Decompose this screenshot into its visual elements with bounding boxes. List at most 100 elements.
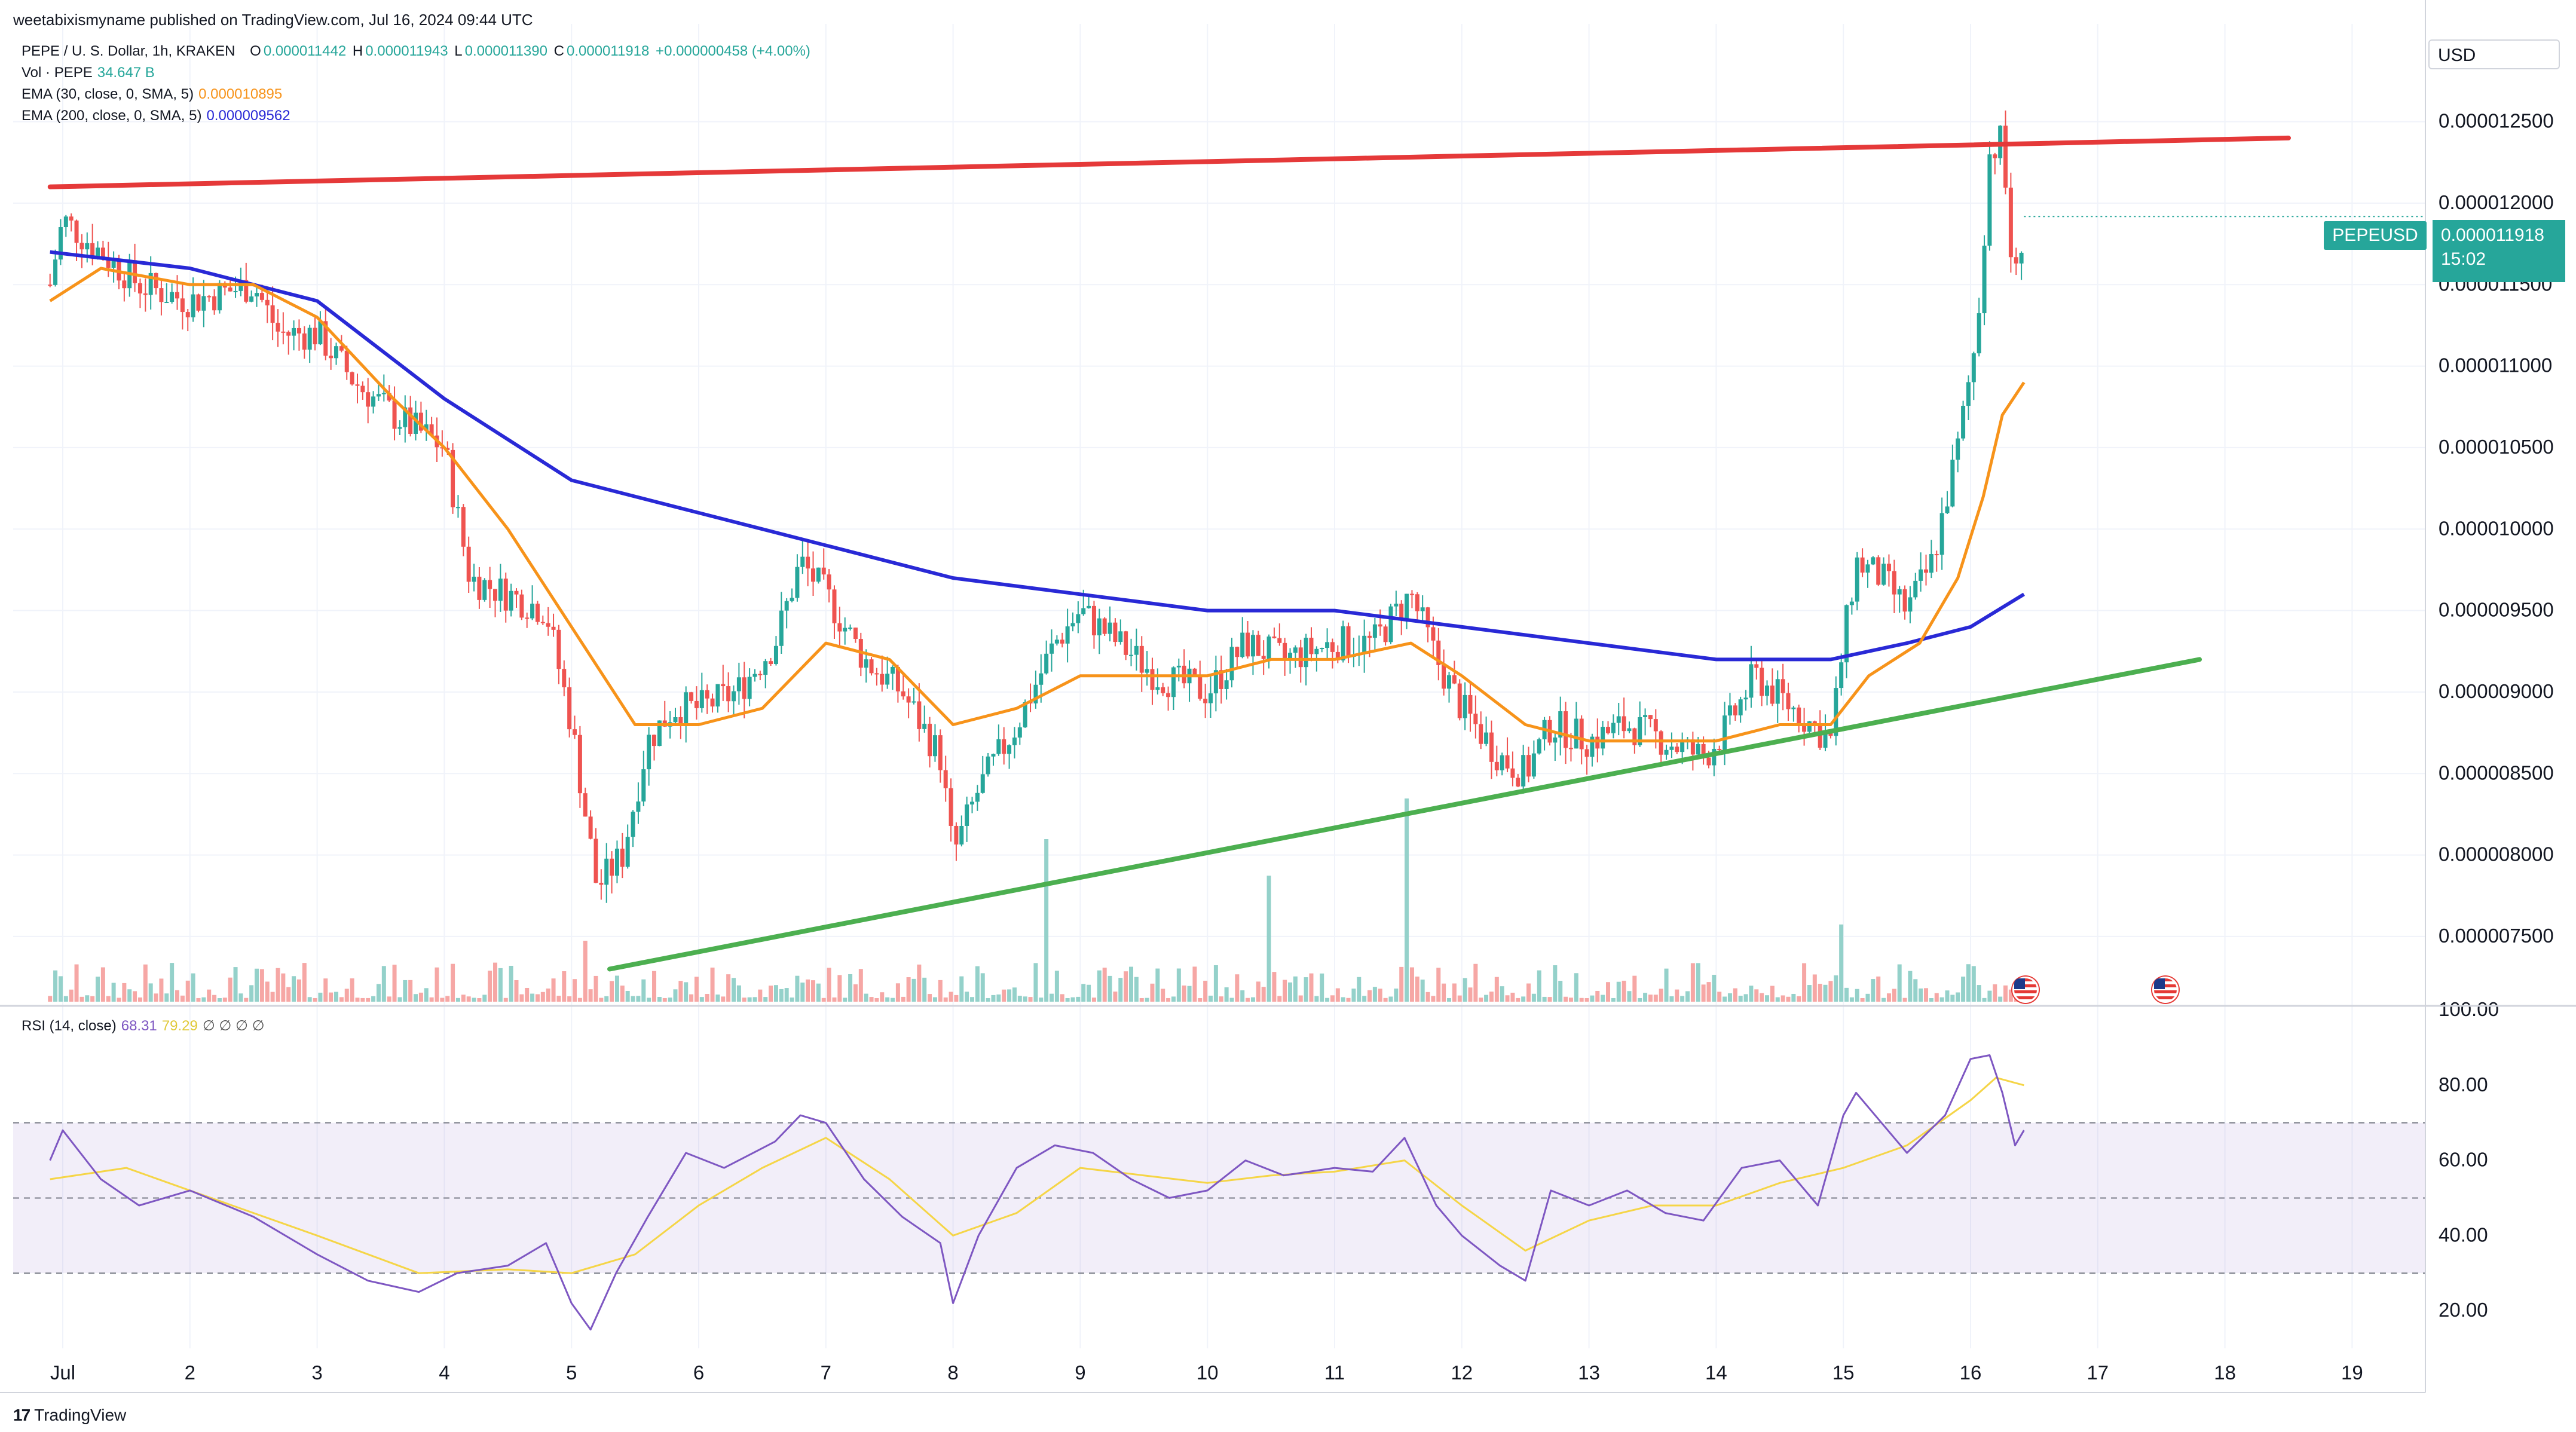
us-flag-icon[interactable] [2152, 977, 2179, 1003]
candle-up [1288, 653, 1293, 659]
candle-down [366, 392, 371, 407]
volume-bar [1908, 971, 1913, 1002]
volume-bar [1537, 970, 1541, 1002]
candle-up [684, 692, 689, 726]
volume-bar [445, 996, 450, 1002]
volume-bar [1288, 982, 1293, 1002]
legend-rsi[interactable]: RSI (14, close) 68.31 79.29 ∅ ∅ ∅ ∅ [22, 1017, 264, 1035]
candle-up [371, 396, 376, 407]
volume-bar [763, 997, 768, 1002]
legend-volume[interactable]: Vol · PEPE 34.647 B [22, 65, 155, 81]
candle-up [1145, 669, 1149, 673]
candle-up [1070, 623, 1075, 627]
candle-down [1659, 731, 1663, 755]
candle-up [307, 328, 312, 350]
candle-up [1372, 624, 1377, 638]
legend-pair[interactable]: PEPE / U. S. Dollar, 1h, KRAKEN [22, 43, 235, 59]
us-flag-icon[interactable] [2012, 977, 2039, 1003]
volume-bar [2014, 997, 2018, 1002]
candle-down [895, 666, 900, 691]
time-tick-label: 19 [2341, 1361, 2363, 1384]
volume-bar [1579, 997, 1584, 1002]
candle-down [296, 328, 301, 333]
volume-bar [556, 996, 561, 1002]
candle-up [1023, 702, 1027, 728]
legend-ema200[interactable]: EMA (200, close, 0, SMA, 5) 0.000009562 [22, 108, 290, 124]
candle-up [747, 677, 752, 699]
candle-down [1203, 699, 1208, 703]
candle-down [954, 825, 959, 844]
candle-up [1977, 313, 1981, 354]
volume-bar [1266, 876, 1271, 1002]
candle-down [519, 594, 524, 618]
candle-down [1993, 154, 1997, 158]
candle-up [784, 601, 789, 611]
candle-down [1828, 732, 1833, 736]
volume-bar [1733, 988, 1737, 1002]
candle-down [74, 221, 79, 243]
volume-bar [472, 997, 476, 1002]
volume-bar [265, 981, 270, 1002]
volume-bar [827, 968, 831, 1002]
candle-down [344, 350, 349, 372]
candle-up [779, 610, 784, 646]
currency-selector[interactable]: USD [2428, 39, 2560, 69]
volume-bar [922, 977, 927, 1002]
volume-bar [1325, 997, 1330, 1002]
rsi-label: RSI (14, close) [22, 1018, 117, 1034]
volume-bar [1685, 991, 1690, 1002]
candle-down [154, 273, 158, 289]
volume-bar [758, 989, 763, 1002]
candle-up [1341, 626, 1345, 660]
candle-up [1076, 614, 1081, 623]
volume-bar [503, 997, 508, 1002]
candle-up [1743, 697, 1748, 700]
candle-up [631, 812, 635, 837]
candle-up [1537, 739, 1541, 754]
candle-up [1118, 631, 1123, 642]
volume-bar [302, 963, 307, 1002]
candle-down [620, 848, 625, 867]
volume-bar [911, 978, 916, 1002]
volume-bar [1865, 993, 1870, 1002]
volume-bar [1547, 997, 1552, 1002]
volume-bar [344, 989, 349, 1002]
time-tick-label: 13 [1578, 1361, 1600, 1384]
candle-down [350, 372, 354, 385]
volume-bar [1489, 992, 1494, 1002]
tradingview-logo[interactable]: 17 TradingView [13, 1406, 126, 1425]
candle-up [1908, 597, 1913, 612]
volume-bar [1521, 996, 1526, 1002]
volume-bar [1314, 996, 1319, 1002]
candle-down [1717, 748, 1722, 750]
candle-up [1320, 648, 1324, 650]
candle-up [625, 837, 630, 867]
legend-ema30[interactable]: EMA (30, close, 0, SMA, 5) 0.000010895 [22, 86, 282, 103]
candle-down [1606, 727, 1611, 733]
candle-down [1584, 749, 1589, 757]
candle-down [1367, 635, 1372, 638]
volume-bar [1070, 997, 1075, 1002]
candle-down [1442, 665, 1446, 689]
volume-bar [1622, 980, 1626, 1002]
candle-down [1648, 715, 1653, 720]
candle-down [1309, 638, 1314, 654]
time-tick-label: 10 [1197, 1361, 1219, 1384]
volume-bar [307, 997, 312, 1002]
volume-bar [1198, 997, 1203, 1002]
candle-down [1564, 711, 1568, 748]
candle-down [445, 448, 450, 450]
volume-bar [1362, 996, 1367, 1002]
candle-up [848, 628, 853, 629]
volume-bar [1452, 983, 1457, 1002]
candle-up [1531, 753, 1536, 777]
candle-down [837, 623, 842, 632]
candle-down [1760, 668, 1764, 696]
volume-bar [133, 991, 137, 1002]
candle-down [503, 579, 508, 611]
volume-bar [811, 980, 816, 1002]
volume-bar [488, 971, 492, 1002]
candle-up [1325, 642, 1330, 648]
candle-up [530, 604, 535, 619]
